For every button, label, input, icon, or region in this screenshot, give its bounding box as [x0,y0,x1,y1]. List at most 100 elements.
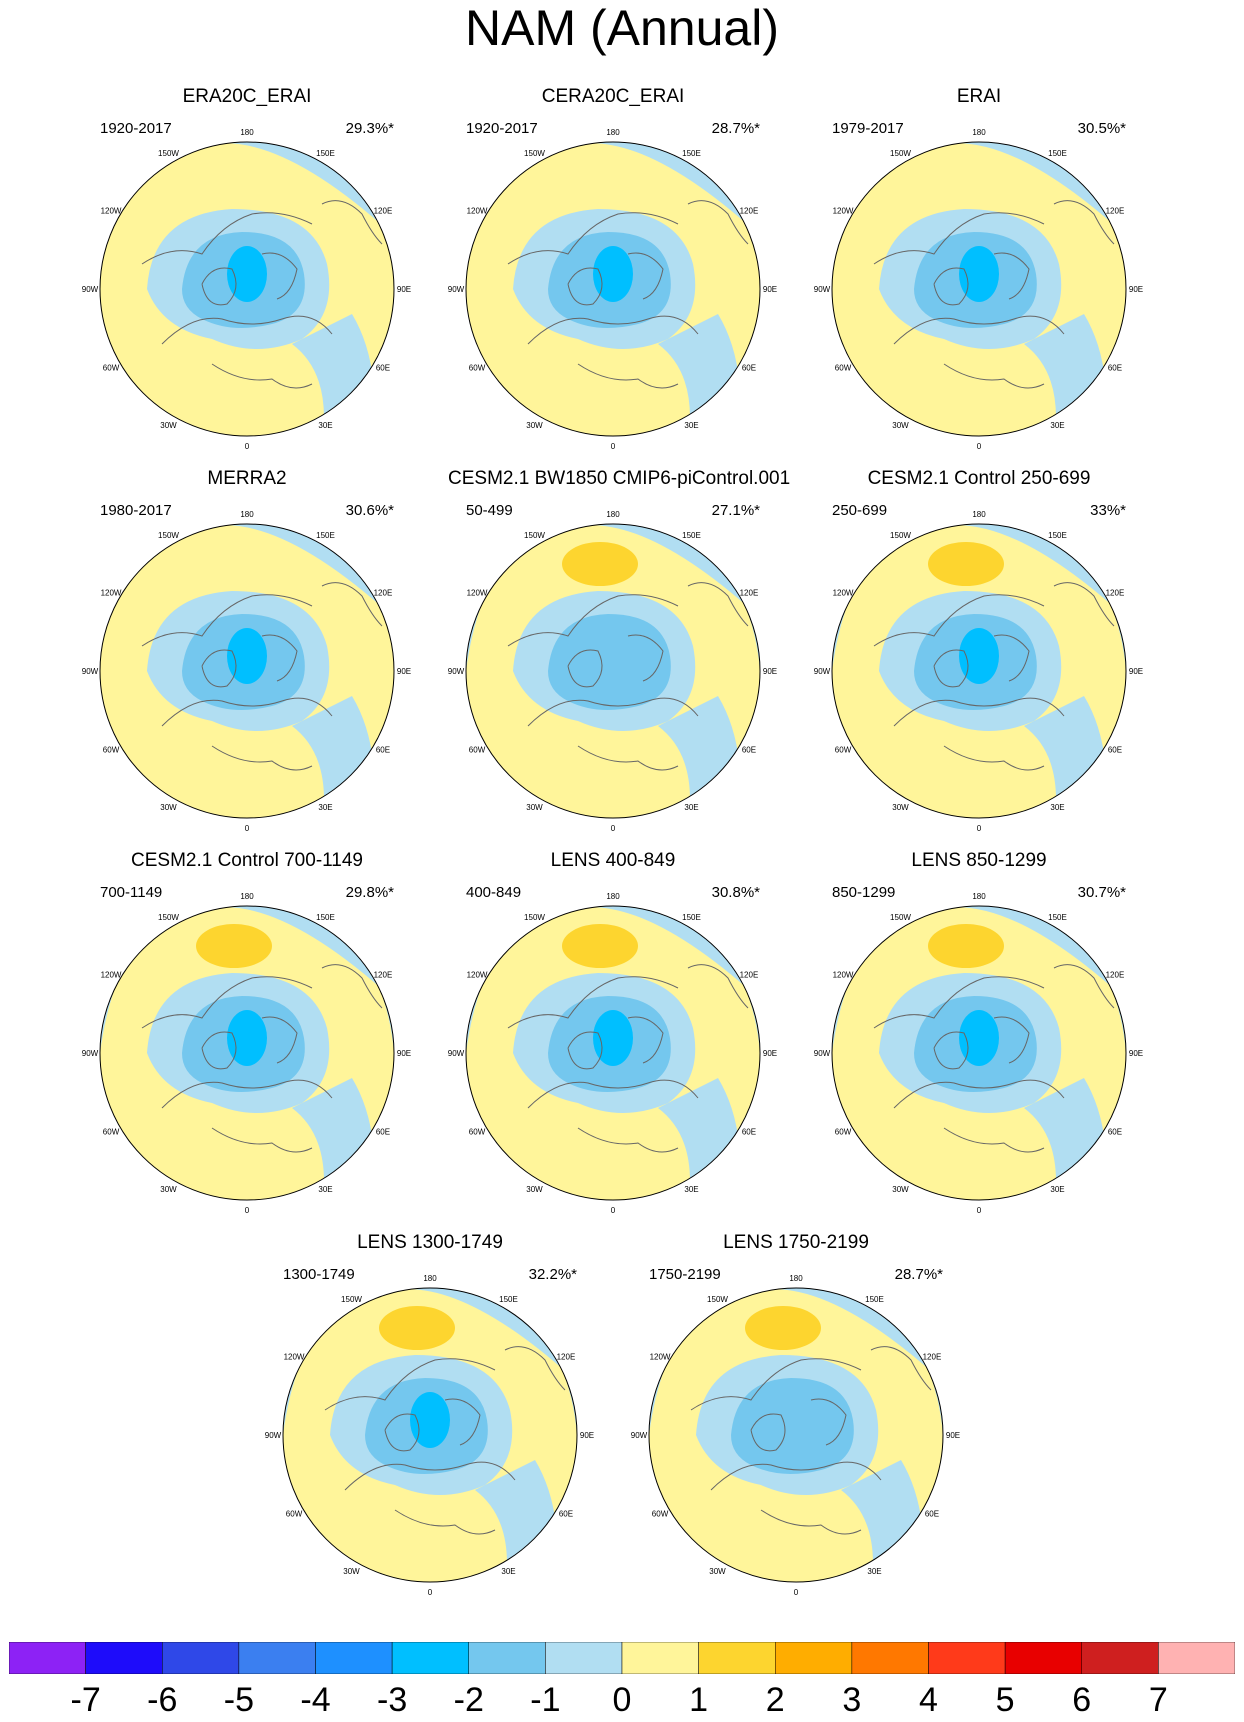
pacific-positive-center [928,542,1004,586]
longitude-label: 150E [499,1295,518,1304]
longitude-label: 30W [892,803,909,812]
longitude-label: 150W [890,531,911,540]
colorbar-swatch [162,1642,240,1674]
pacific-positive-center [562,924,638,968]
longitude-label: 150W [341,1295,362,1304]
coastline [344,1461,516,1491]
panel-title: MERRA2 [207,468,287,489]
longitude-label: 180 [240,510,254,519]
coastline [161,1079,333,1109]
polar-map: 180 150E 120E 90E 60E 30E 0 30W 60W 90W 120W 150W [82,128,411,451]
coastline [141,594,313,647]
coastline [993,634,1030,682]
panel-period: 400-849 [466,884,522,901]
coastline [577,1127,679,1153]
longitude-label: 30W [160,1185,177,1194]
longitude-label: 180 [972,510,986,519]
longitude-label: 0 [611,824,616,833]
colorbar-label: 5 [995,1681,1015,1719]
panel-title: LENS 1300-1749 [357,1232,503,1253]
colorbar-label: -6 [147,1681,178,1719]
colorbar-swatch [468,1642,546,1674]
longitude-label: 90W [265,1431,282,1440]
longitude-label: 120E [1106,207,1125,216]
longitude-label: 30E [318,803,332,812]
coastline [870,1346,932,1391]
coastline [627,1016,664,1064]
colorbar-label: 0 [612,1681,632,1719]
longitude-label: 30E [867,1567,881,1576]
panel-title: CESM2.1 BW1850 CMIP6-piControl.001 [448,468,791,489]
longitude-label: 60E [1108,746,1122,755]
colorbar-label: 6 [1072,1681,1092,1719]
coastline [810,1398,847,1446]
coastline [750,1413,786,1452]
map-border [465,141,761,437]
longitude-label: 60E [559,1510,573,1519]
coastline [384,1413,420,1452]
coastline [893,315,1065,345]
longitude-label: 30E [1050,803,1064,812]
coastline [627,634,664,682]
panel-title: LENS 850-1299 [911,850,1047,871]
longitude-label: 60E [1108,1128,1122,1137]
longitude-label: 90W [814,285,831,294]
longitude-label: 0 [428,1588,433,1597]
colorbar-label: -1 [530,1681,561,1719]
coastline [567,1031,603,1070]
coastline [211,745,313,771]
colorbar-label: -5 [223,1681,254,1719]
colorbar-swatch [545,1642,623,1674]
polar-band-minus2 [731,1378,854,1474]
colorbar-label: 1 [689,1681,709,1719]
colorbar-label: -4 [300,1681,331,1719]
longitude-label: 30W [892,1185,909,1194]
coastline [507,594,679,647]
coastline [933,649,969,688]
colorbar-label: 4 [919,1681,938,1719]
coastline [993,252,1030,300]
polar-map: 180 150E 120E 90E 60E 30E 0 30W 60W 90W 120W 150W [265,1274,594,1597]
longitude-label: 60E [742,364,756,373]
longitude-label: 180 [972,128,986,137]
panel-period: 50-499 [466,502,513,519]
coastline [527,315,699,345]
panel-period: 1750-2199 [649,1266,721,1283]
longitude-label: 0 [245,442,250,451]
colorbar-swatch [85,1642,163,1674]
pacific-positive-center [196,924,272,968]
longitude-label: 0 [245,824,250,833]
panel-period: 700-1149 [100,884,163,901]
longitude-label: 60W [103,364,120,373]
main-title: NAM (Annual) [465,0,779,56]
coastline [201,649,237,688]
map-panel: ERAI 1979-2017 30.5%* 180 150E 120E 90E 60E 30E 0… [814,86,1144,456]
longitude-label: 150W [158,531,179,540]
panel-period: 1979-2017 [832,120,904,137]
longitude-label: 120W [650,1353,671,1362]
polar-map: 180 150E 120E 90E 60E 30E 0 30W 60W 90W 120W 150W [814,892,1143,1215]
coastline [324,1358,496,1411]
longitude-label: 120E [740,207,759,216]
longitude-label: 90E [1129,667,1143,676]
map-border [831,905,1127,1201]
longitude-label: 90E [763,1049,777,1058]
panel-variance-explained: 29.8%* [345,884,394,901]
panel-title: LENS 400-849 [550,850,676,871]
map-border [99,141,395,437]
longitude-label: 120E [1106,589,1125,598]
map-border [465,523,761,819]
longitude-label: 90W [448,667,465,676]
longitude-label: 120W [101,971,122,980]
colorbar [9,1642,1235,1674]
longitude-label: 30W [160,421,177,430]
longitude-label: 30W [709,1567,726,1576]
longitude-label: 90W [82,667,99,676]
longitude-label: 60W [835,1128,852,1137]
coastline [321,582,383,627]
longitude-label: 150E [865,1295,884,1304]
longitude-label: 150W [158,913,179,922]
polar-map: 180 150E 120E 90E 60E 30E 0 30W 60W 90W 120W 150W [631,1274,960,1597]
coastline [394,1509,496,1535]
colorbar-swatch [1004,1642,1082,1674]
